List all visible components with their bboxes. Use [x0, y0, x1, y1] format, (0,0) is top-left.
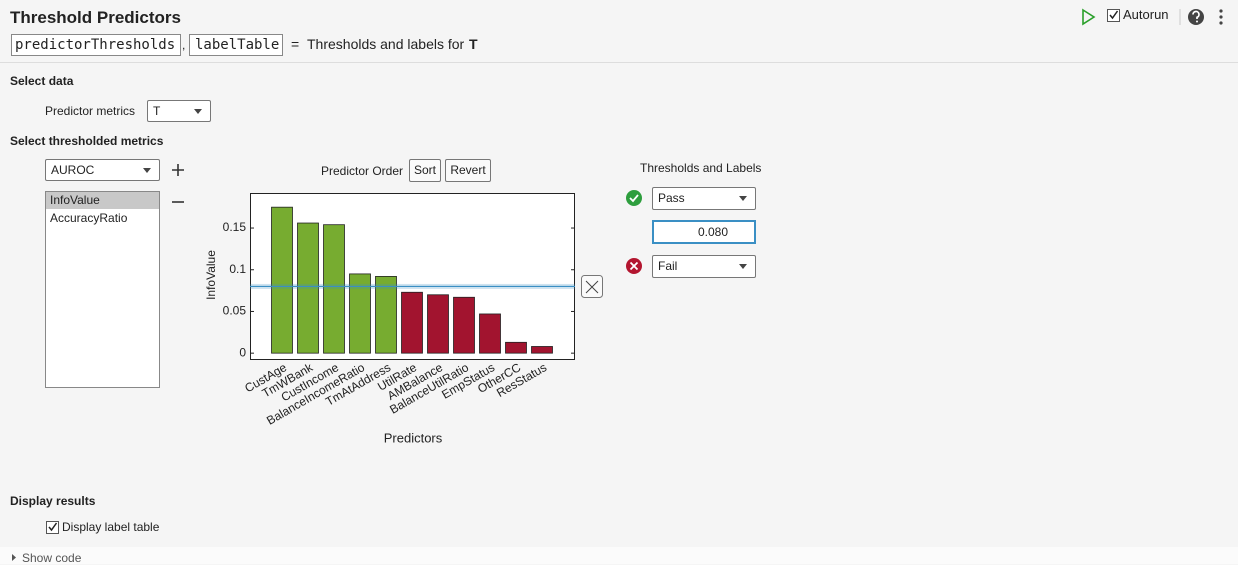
- pass-dropdown[interactable]: Pass: [652, 187, 756, 210]
- autorun-label: Autorun: [1123, 7, 1169, 22]
- run-button[interactable]: [1082, 8, 1096, 26]
- help-button[interactable]: [1188, 9, 1204, 25]
- output-variable[interactable]: labelTable: [189, 34, 283, 56]
- output-variable[interactable]: predictorThresholds: [11, 34, 181, 56]
- y-axis-label: InfoValue: [204, 250, 218, 300]
- field-label: Predictor metrics: [45, 104, 136, 118]
- section-heading: Select data: [10, 74, 74, 88]
- description: Thresholds and labels for: [307, 36, 465, 52]
- dropdown[interactable]: AUROC: [45, 159, 160, 181]
- remove-threshold-button[interactable]: [581, 275, 603, 298]
- bar: [531, 346, 553, 354]
- bar: [349, 273, 371, 354]
- expand-icon[interactable]: [12, 554, 16, 561]
- title: Threshold Predictors: [10, 8, 181, 27]
- list-item[interactable]: InfoValue: [46, 192, 159, 209]
- more-menu[interactable]: [1219, 9, 1223, 25]
- pass-icon: [626, 190, 642, 206]
- checkbox-label: Display label table: [62, 520, 160, 534]
- bar: [479, 313, 501, 354]
- y-tick-label: 0: [239, 345, 246, 359]
- footer-bar: [0, 547, 1238, 564]
- sort-button[interactable]: Sort: [409, 159, 441, 182]
- show-code[interactable]: Show code: [22, 551, 82, 565]
- section-heading: Thresholds and Labels: [640, 161, 762, 175]
- bar: [323, 224, 345, 354]
- input-name: T: [469, 36, 478, 52]
- bar: [401, 291, 423, 354]
- equals: =: [291, 36, 300, 52]
- threshold-spinner[interactable]: 0.080: [652, 220, 756, 244]
- bar: [505, 341, 527, 354]
- y-tick-label: 0.15: [223, 220, 247, 234]
- fail-dropdown[interactable]: Fail: [652, 255, 756, 278]
- bar: [453, 296, 475, 354]
- check: [48, 522, 58, 532]
- list-item[interactable]: AccuracyRatio: [50, 211, 128, 225]
- y-tick-label: 0.05: [223, 304, 247, 318]
- revert-button[interactable]: Revert: [445, 159, 491, 182]
- comma: ,: [182, 38, 186, 52]
- add-button[interactable]: [172, 164, 184, 176]
- fail-icon: [626, 258, 642, 274]
- order-label: Predictor Order: [321, 164, 404, 178]
- section-heading: Display results: [10, 494, 96, 508]
- dropdown[interactable]: T: [147, 100, 211, 122]
- x-axis-label: Predictors: [384, 430, 443, 445]
- bar: [297, 222, 319, 354]
- listbox[interactable]: InfoValue AccuracyRatio: [45, 191, 160, 388]
- bar: [427, 294, 449, 354]
- y-tick-label: 0.1: [229, 262, 246, 276]
- bar: [271, 206, 293, 354]
- section-heading: Select thresholded metrics: [10, 134, 164, 148]
- bar: [375, 276, 397, 354]
- check: [1109, 10, 1119, 20]
